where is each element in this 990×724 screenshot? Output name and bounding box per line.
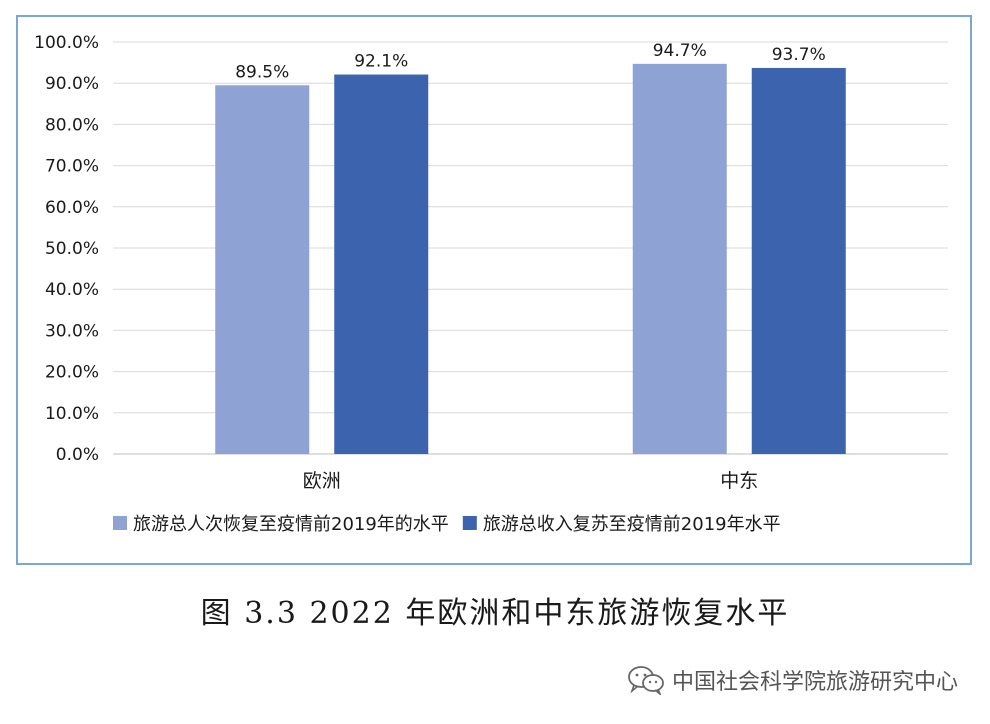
legend-label: 旅游总收入复苏至疫情前2019年水平	[483, 514, 781, 535]
data-labels: 89.5% 92.1% 94.7% 93.7%	[235, 41, 826, 82]
bar-visitors	[632, 63, 727, 454]
legend-label: 旅游总人次恢复至疫情前2019年的水平	[133, 514, 449, 535]
y-tick-label: 40.0%	[45, 280, 99, 300]
data-label: 92.1%	[354, 52, 408, 72]
y-tick-label: 20.0%	[45, 363, 99, 383]
watermark-text: 中国社会科学院旅游研究中心	[671, 670, 958, 695]
category-label: 欧洲	[303, 470, 341, 492]
y-tick-label: 80.0%	[45, 115, 99, 135]
legend-swatch	[113, 516, 127, 530]
y-axis-ticks: 0.0% 10.0% 20.0% 30.0% 40.0% 50.0% 60.0% 70.0% 8…	[34, 33, 99, 465]
bars	[215, 63, 846, 455]
bar-chart: 0.0% 10.0% 20.0% 30.0% 40.0% 50.0% 60.0% 70.0% 8…	[34, 33, 948, 535]
x-axis-categories: 欧洲 中东	[303, 470, 759, 492]
y-tick-label: 50.0%	[45, 239, 99, 259]
wechat-icon	[628, 666, 664, 695]
data-label: 94.7%	[653, 41, 707, 61]
y-tick-label: 0.0%	[56, 445, 99, 465]
legend: 旅游总人次恢复至疫情前2019年的水平 旅游总收入复苏至疫情前2019年水平	[113, 514, 781, 535]
y-tick-label: 100.0%	[34, 33, 99, 53]
legend-swatch	[462, 516, 477, 530]
data-label: 89.5%	[235, 62, 289, 82]
y-tick-label: 30.0%	[45, 321, 99, 341]
data-label: 93.7%	[772, 45, 826, 65]
bar-revenue	[751, 67, 846, 455]
y-tick-label: 70.0%	[45, 157, 99, 177]
y-tick-label: 60.0%	[45, 198, 99, 218]
bar-revenue	[334, 74, 429, 454]
figure-caption: 图 3.3 2022 年欧洲和中东旅游恢复水平	[200, 596, 790, 631]
y-tick-label: 90.0%	[45, 74, 99, 94]
category-label: 中东	[720, 470, 758, 492]
watermark: 中国社会科学院旅游研究中心	[626, 664, 958, 696]
bar-visitors	[215, 85, 310, 454]
y-tick-label: 10.0%	[45, 404, 99, 424]
